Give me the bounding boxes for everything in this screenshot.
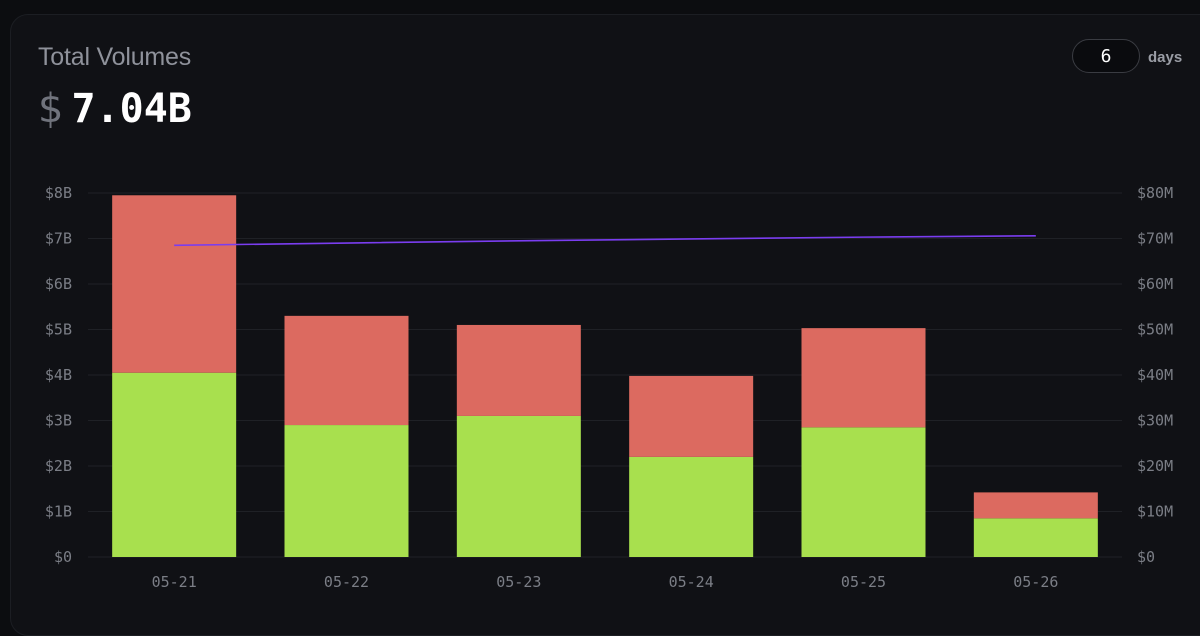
y2-tick-label: $30M <box>1137 412 1173 430</box>
bar-sell-segment <box>284 315 409 426</box>
y2-tick-label: $20M <box>1137 457 1173 475</box>
y-tick-label: $3B <box>45 412 72 430</box>
y-tick-label: $2B <box>45 457 72 475</box>
total-volume-value: 7.04B <box>71 86 192 132</box>
currency-symbol: $ <box>38 86 64 132</box>
y-tick-label: $6B <box>45 275 72 293</box>
x-tick-label: 05-22 <box>324 573 369 591</box>
y-tick-label: $4B <box>45 366 72 384</box>
y2-tick-label: $50M <box>1137 321 1173 339</box>
y2-tick-label: $0 <box>1137 548 1155 566</box>
y2-tick-label: $80M <box>1137 184 1173 202</box>
line-series <box>174 234 1036 247</box>
y2-tick-label: $40M <box>1137 366 1173 384</box>
x-tick-label: 05-26 <box>1013 573 1058 591</box>
volume-chart: $0 $1B $2B $3B $4B $5B $6B $7B $8B $0 $10M $20M $30M… <box>45 184 1173 591</box>
bar-sell-segment <box>456 324 581 416</box>
y2-tick-label: $70M <box>1137 230 1173 248</box>
y-tick-label: $5B <box>45 321 72 339</box>
bar-buy-segment <box>801 427 926 557</box>
total-volume: $ 7.04B <box>38 86 192 132</box>
y-tick-label: $0 <box>54 548 72 566</box>
y-tick-label: $1B <box>45 503 72 521</box>
x-tick-label: 05-21 <box>152 573 197 591</box>
bar-sell-segment <box>801 328 926 428</box>
bar-sell-segment <box>112 195 237 373</box>
bar-sell-segment <box>629 375 754 457</box>
days-input[interactable] <box>1072 39 1140 73</box>
card-title: Total Volumes <box>38 43 192 71</box>
bar-buy-segment <box>973 518 1098 557</box>
x-tick-label: 05-23 <box>496 573 541 591</box>
y-tick-label: $7B <box>45 230 72 248</box>
y2-tick-label: $60M <box>1137 275 1173 293</box>
bar-buy-segment <box>456 415 581 557</box>
bar-sell-segment <box>973 492 1098 519</box>
bar-buy-segment <box>112 372 237 557</box>
bar-buy-segment <box>284 425 409 557</box>
y2-tick-label: $10M <box>1137 503 1173 521</box>
x-tick-label: 05-25 <box>841 573 886 591</box>
x-tick-label: 05-24 <box>669 573 714 591</box>
y-tick-label: $8B <box>45 184 72 202</box>
bar-buy-segment <box>629 456 754 557</box>
days-label: days <box>1148 49 1183 66</box>
